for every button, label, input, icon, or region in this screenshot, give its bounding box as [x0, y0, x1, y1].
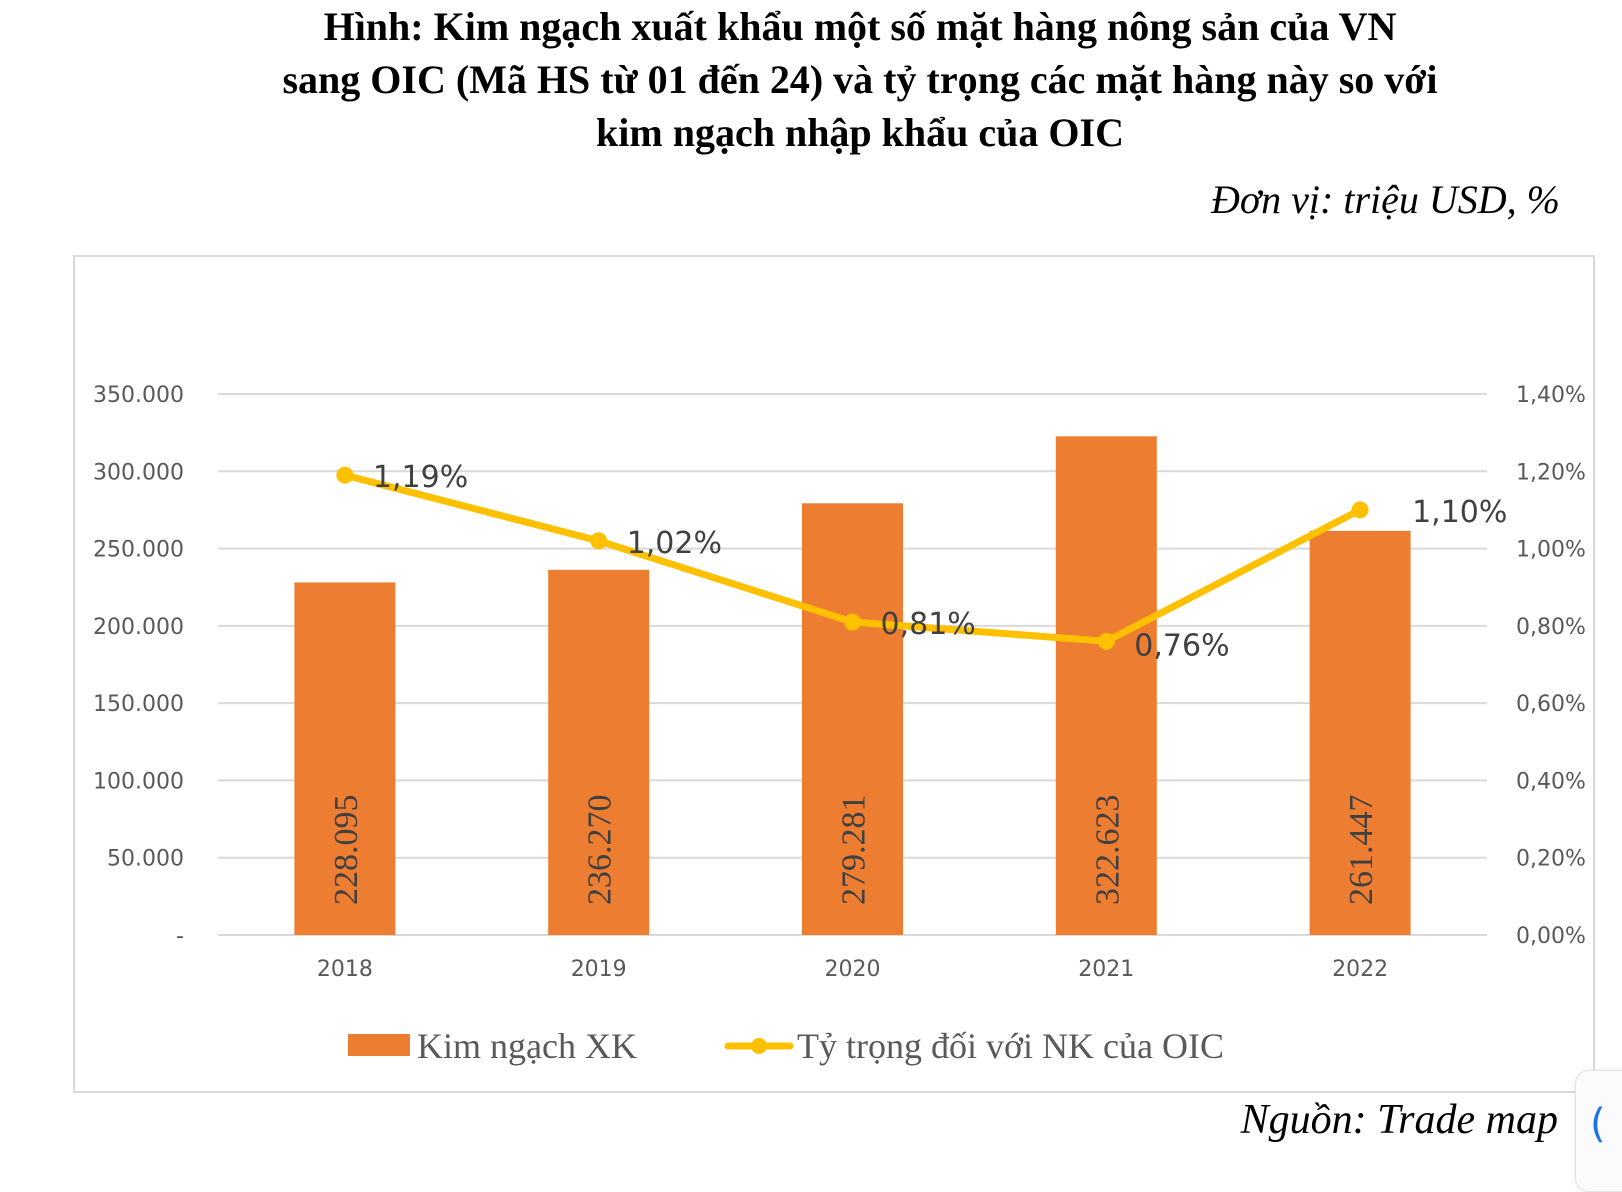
line-series: 1,19% 1,02% 0,81% 0,76% 1,10%: [336, 460, 1507, 663]
x-tick-label: 2020: [825, 957, 881, 982]
x-tick-label: 2022: [1332, 957, 1388, 982]
line-value-label: 0,76%: [1134, 628, 1229, 663]
x-tick-label: 2019: [571, 957, 627, 982]
y-left-tick-label: 100.000: [93, 769, 184, 794]
x-tick-label: 2018: [317, 957, 373, 982]
y-left-tick-label: 350.000: [93, 383, 184, 408]
y-right-tick-label: 0,40%: [1516, 769, 1586, 794]
legend-swatch-marker: [751, 1038, 767, 1054]
chart-title: Hình: Kim ngạch xuất khẩu một số mặt hàn…: [150, 0, 1570, 159]
bar-value-label: 279.281: [836, 795, 873, 906]
y-axis-right: 0,00% 0,20% 0,40% 0,60% 0,80% 1,00% 1,20% 1,40%: [1516, 383, 1586, 949]
title-line-2: sang OIC (Mã HS từ 01 đến 24) và tỷ trọn…: [282, 57, 1438, 102]
line-marker: [590, 532, 608, 550]
x-axis: 2018 2019 2020 2021 2022: [317, 957, 1388, 982]
chart-svg: - 50.000 100.000 150.000 200.000 250.000 300.0…: [93, 383, 1586, 1066]
y-right-tick-label: 0,60%: [1516, 692, 1586, 717]
line-marker: [1351, 501, 1369, 519]
bar: [1055, 436, 1157, 935]
legend: Kim ngạch XK Tỷ trọng đối với NK của OIC: [348, 1026, 1224, 1066]
bar-value-label: 228.095: [328, 795, 365, 906]
y-right-tick-label: 1,00%: [1516, 538, 1586, 563]
bar-series: 228.095 236.270 279.281 322.623 261.447: [294, 436, 1411, 935]
bar: [294, 582, 396, 935]
y-axis-left: - 50.000 100.000 150.000 200.000 250.000 300.0…: [93, 383, 184, 949]
line-value-label: 1,19%: [373, 460, 468, 495]
floating-widget[interactable]: (: [1575, 1070, 1622, 1192]
legend-swatch-bar: [348, 1034, 410, 1056]
y-left-tick-label: -: [176, 924, 184, 949]
y-right-tick-label: 0,20%: [1516, 847, 1586, 872]
line-value-label: 0,81%: [881, 607, 976, 642]
line-value-label: 1,10%: [1412, 495, 1507, 530]
legend-label-line: Tỷ trọng đối với NK của OIC: [797, 1026, 1224, 1066]
y-right-tick-label: 0,80%: [1516, 615, 1586, 640]
y-left-tick-label: 50.000: [107, 847, 184, 872]
bar: [802, 503, 903, 935]
title-line-3: kim ngạch nhập khẩu của OIC: [596, 110, 1124, 155]
legend-label-bar: Kim ngạch XK: [417, 1026, 637, 1066]
bar-value-label: 236.270: [582, 795, 619, 906]
line-marker: [844, 613, 861, 631]
line-marker: [1097, 632, 1115, 650]
bar-value-label: 322.623: [1089, 795, 1126, 906]
y-right-tick-label: 1,40%: [1516, 383, 1586, 408]
y-right-tick-label: 1,20%: [1516, 460, 1586, 485]
unit-label: Đơn vị: triệu USD, %: [1210, 177, 1560, 222]
y-left-tick-label: 150.000: [93, 692, 184, 717]
x-tick-label: 2021: [1078, 957, 1134, 982]
y-left-tick-label: 300.000: [93, 460, 184, 485]
y-right-tick-label: 0,00%: [1516, 924, 1586, 949]
y-left-tick-label: 250.000: [93, 538, 184, 563]
title-line-1: Hình: Kim ngạch xuất khẩu một số mặt hàn…: [323, 4, 1397, 49]
source-note: Nguồn: Trade map: [1240, 1097, 1558, 1143]
bar: [548, 569, 650, 935]
line-value-label: 1,02%: [627, 526, 722, 561]
line-marker: [336, 466, 354, 484]
widget-icon: (: [1590, 1101, 1606, 1147]
bar: [1309, 530, 1411, 935]
bar-value-label: 261.447: [1343, 795, 1380, 906]
y-left-tick-label: 200.000: [93, 615, 184, 640]
